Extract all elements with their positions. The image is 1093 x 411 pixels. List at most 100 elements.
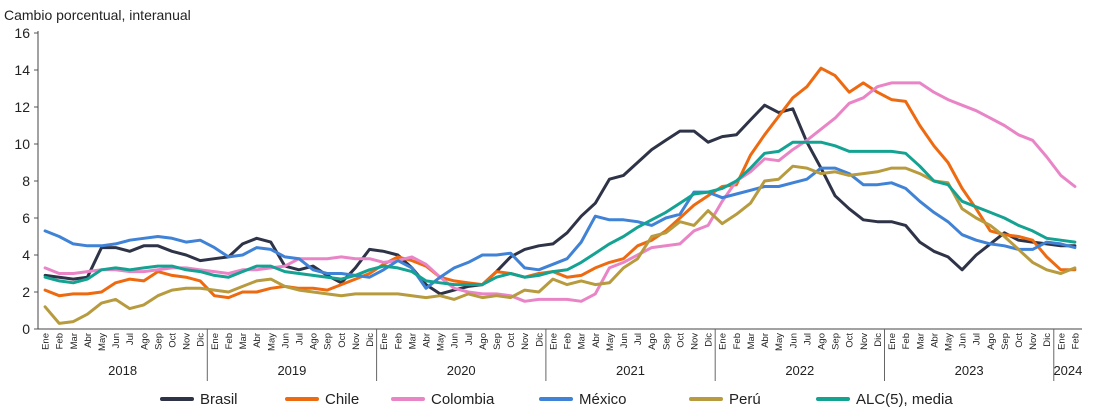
year-tick-label: 2023 (955, 363, 984, 378)
month-tick-label: Mar (238, 333, 249, 349)
month-tick-label: Nov (520, 333, 531, 350)
month-tick-label: Jul (972, 333, 983, 345)
month-tick-label: Feb (393, 333, 404, 349)
month-tick-label: May (436, 333, 447, 351)
month-tick-label: Ene (41, 333, 52, 350)
month-tick-label: Ago (139, 333, 150, 350)
month-tick-label: Ene (1056, 333, 1067, 350)
series-line-0 (43, 103, 1077, 296)
y-tick-label: 4 (22, 247, 30, 263)
y-tick-label: 8 (22, 173, 30, 189)
series-line-5 (43, 140, 1077, 287)
month-tick-label: Sep (1000, 333, 1011, 350)
month-tick-label: Feb (732, 333, 743, 349)
legend-label-0: Brasil (200, 391, 238, 408)
y-tick-label: 6 (22, 210, 30, 226)
month-tick-label: Sep (661, 333, 672, 350)
year-tick-label: 2021 (616, 363, 645, 378)
month-tick-label: Nov (351, 333, 362, 350)
year-tick-label: 2022 (785, 363, 814, 378)
year-tick-label: 2020 (447, 363, 476, 378)
month-tick-label: Nov (1028, 333, 1039, 350)
month-tick-label: Oct (337, 333, 348, 348)
series-line-1 (43, 66, 1077, 300)
month-tick-label: Sep (323, 333, 334, 350)
month-tick-label: Feb (224, 333, 235, 349)
month-tick-label: Oct (168, 333, 179, 348)
y-tick-label: 14 (14, 62, 30, 78)
month-tick-label: Jul (295, 333, 306, 345)
month-tick-label: Sep (153, 333, 164, 350)
month-tick-label: Mar (407, 333, 418, 349)
month-tick-label: Jul (125, 333, 136, 345)
month-tick-label: Abr (591, 333, 602, 348)
month-tick-label: Feb (901, 333, 912, 349)
month-tick-label: May (944, 333, 955, 351)
month-tick-label: Jun (958, 333, 969, 348)
month-tick-label: Sep (492, 333, 503, 350)
y-tick-label: 2 (22, 284, 30, 300)
month-tick-label: Ago (309, 333, 320, 350)
month-tick-label: Jun (111, 333, 122, 348)
month-tick-label: May (774, 333, 785, 351)
month-tick-label: May (97, 333, 108, 351)
month-tick-label: Mar (69, 333, 80, 349)
legend-label-1: Chile (325, 391, 359, 408)
month-tick-label: Nov (690, 333, 701, 350)
y-axis: 0 2 4 6 8 10 12 14 16 (14, 25, 38, 337)
y-tick-label: 10 (14, 136, 30, 152)
legend-label-4: Perú (729, 391, 761, 408)
year-tick-label: 2018 (108, 363, 137, 378)
month-tick-label: Ago (647, 333, 658, 350)
month-tick-label: Dic (873, 333, 884, 347)
legend: Brasil Chile Colombia México Perú ALC(5), med… (160, 391, 953, 408)
year-tick-label: 2024 (1053, 363, 1082, 378)
month-tick-label: Sep (831, 333, 842, 350)
y-tick-label: 12 (14, 99, 30, 115)
month-tick-label: Nov (182, 333, 193, 350)
month-tick-label: May (605, 333, 616, 351)
legend-label-3: México (579, 391, 627, 408)
month-tick-label: Ago (817, 333, 828, 350)
y-axis-label: Cambio porcentual, interanual (4, 7, 191, 23)
month-tick-label: Ene (887, 333, 898, 350)
month-tick-label: Oct (506, 333, 517, 348)
month-tick-label: Ene (210, 333, 221, 350)
series-line-2 (43, 81, 1077, 303)
y-tick-label: 16 (14, 25, 30, 41)
month-tick-label: Ene (718, 333, 729, 350)
legend-label-5: ALC(5), media (856, 391, 953, 408)
month-tick-label: Oct (675, 333, 686, 348)
month-tick-label: Mar (577, 333, 588, 349)
month-tick-label: May (266, 333, 277, 351)
month-tick-label: Jun (788, 333, 799, 348)
month-tick-label: Abr (929, 333, 940, 348)
month-tick-label: Abr (252, 333, 263, 348)
month-tick-label: Jun (280, 333, 291, 348)
x-axis: Ene Feb Mar Abr May Jun Jul Ago Sep Oct Nov Dic2018… (41, 329, 1082, 381)
axes (37, 31, 1082, 330)
month-tick-label: Dic (196, 333, 207, 347)
month-tick-label: Ene (548, 333, 559, 350)
year-tick-label: 2019 (277, 363, 306, 378)
month-tick-label: Feb (1070, 333, 1081, 349)
month-tick-label: Feb (55, 333, 66, 349)
month-tick-label: Abr (422, 333, 433, 348)
series-lines (43, 66, 1077, 325)
month-tick-label: Dic (534, 333, 545, 347)
month-tick-label: Mar (915, 333, 926, 349)
month-tick-label: Jun (619, 333, 630, 348)
legend-label-2: Colombia (431, 391, 495, 408)
series-line-3 (43, 166, 1077, 290)
month-tick-label: Jul (633, 333, 644, 345)
month-tick-label: Ago (478, 333, 489, 350)
series-line-4 (43, 164, 1077, 325)
month-tick-label: Abr (760, 333, 771, 348)
month-tick-label: Oct (845, 333, 856, 348)
month-tick-label: Dic (704, 333, 715, 347)
month-tick-label: Dic (365, 333, 376, 347)
month-tick-label: Ene (379, 333, 390, 350)
month-tick-label: Mar (746, 333, 757, 349)
month-tick-label: Nov (859, 333, 870, 350)
